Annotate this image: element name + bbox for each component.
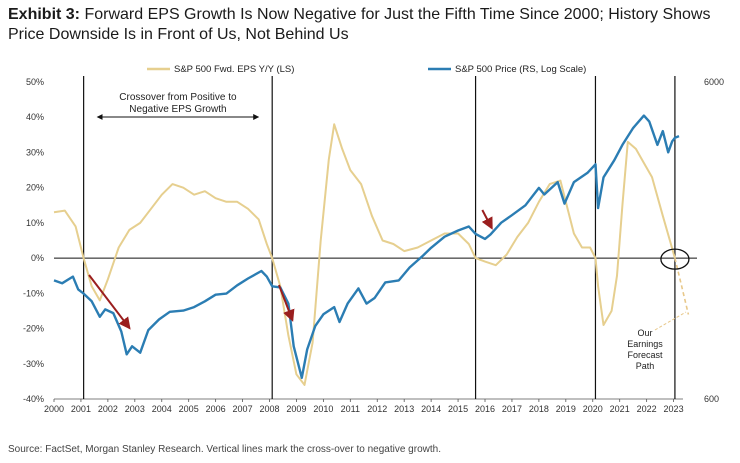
page-title: Exhibit 3: Forward EPS Growth Is Now Neg… [8, 5, 736, 45]
exhibit-label: Exhibit 3: [8, 6, 81, 23]
x-tick-label: 2011 [341, 404, 360, 414]
x-tick-label: 2002 [98, 404, 118, 414]
price-line [53, 114, 680, 379]
source-note: Source: FactSet, Morgan Stanley Research… [8, 444, 441, 455]
y-right-tick-label: 6000 [704, 77, 724, 87]
y-left-tick-label: -20% [23, 324, 44, 334]
x-tick-label: 2013 [394, 404, 414, 414]
y-left-tick-label: 20% [26, 183, 44, 193]
legend-price-label: S&P 500 Price (RS, Log Scale) [455, 64, 586, 75]
y-left-tick-label: 0% [31, 253, 44, 263]
x-tick-label: 2019 [556, 404, 576, 414]
x-tick-label: 2003 [125, 404, 145, 414]
forecast-path-line [674, 257, 690, 315]
x-tick-label: 2014 [421, 404, 441, 414]
x-tick-label: 2009 [286, 404, 306, 414]
x-tick-label: 2006 [206, 404, 226, 414]
x-tick-label: 2007 [233, 404, 253, 414]
x-tick-label: 2020 [583, 404, 603, 414]
x-tick-label: 2000 [44, 404, 64, 414]
y-left-tick-label: -40% [23, 394, 44, 404]
legend-eps-label: S&P 500 Fwd. EPS Y/Y (LS) [174, 64, 294, 75]
crossover-annotation: Crossover from Positive to Negative EPS G… [119, 92, 237, 115]
y-left-tick-label: -30% [23, 359, 44, 369]
x-tick-label: 2023 [664, 404, 684, 414]
y-left-tick-label: 10% [26, 218, 44, 228]
x-tick-label: 2021 [610, 404, 630, 414]
x-tick-label: 2010 [313, 404, 333, 414]
decline-arrow [277, 284, 295, 322]
x-tick-label: 2018 [529, 404, 549, 414]
title-text: Forward EPS Growth Is Now Negative for J… [8, 6, 711, 43]
eps-growth-line [53, 123, 676, 386]
y-left-tick-label: 40% [26, 112, 44, 122]
x-tick-label: 2012 [367, 404, 387, 414]
y-left-tick-label: -10% [23, 288, 44, 298]
forecast-pointer [654, 311, 687, 331]
x-tick-label: 2005 [179, 404, 199, 414]
y-right-tick-label: 600 [704, 394, 719, 404]
x-tick-label: 2015 [448, 404, 468, 414]
decline-arrow [481, 209, 493, 230]
y-left-tick-label: 30% [26, 147, 44, 157]
x-tick-label: 2001 [71, 404, 91, 414]
x-tick-label: 2022 [637, 404, 657, 414]
x-tick-label: 2017 [502, 404, 522, 414]
current-crossover-circle [660, 248, 690, 270]
forecast-annotation: Our Earnings Forecast Path [627, 328, 663, 371]
x-tick-label: 2016 [475, 404, 495, 414]
y-left-tick-label: 50% [26, 77, 44, 87]
x-tick-label: 2004 [152, 404, 172, 414]
decline-arrow [88, 274, 131, 330]
x-tick-label: 2008 [259, 404, 279, 414]
